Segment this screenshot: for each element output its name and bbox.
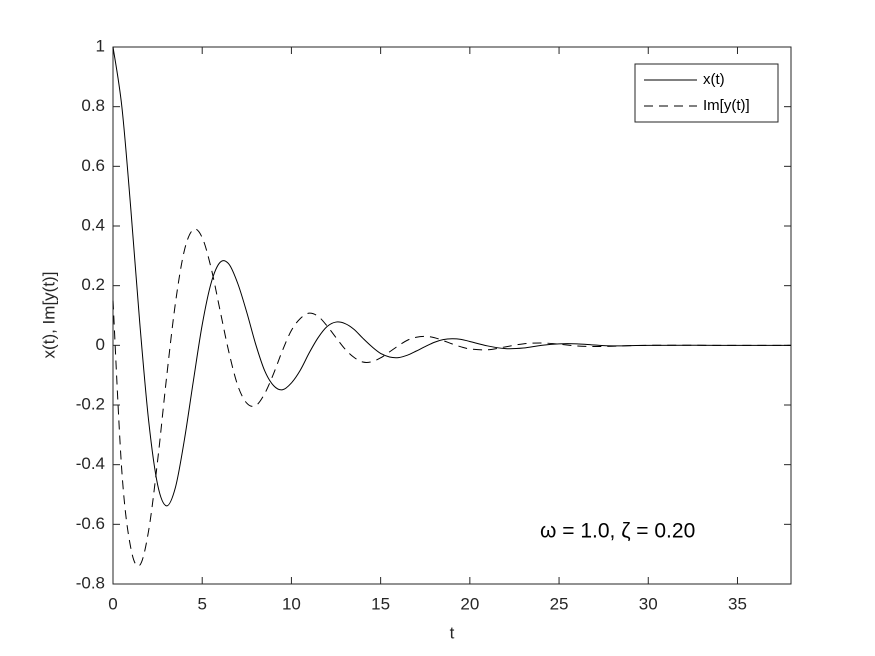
- y-tick-label: -0.4: [76, 454, 105, 473]
- x-tick-label: 30: [639, 594, 658, 613]
- y-tick-label: -0.2: [76, 394, 105, 413]
- annotation: ω = 1.0, ζ = 0.20: [540, 520, 695, 543]
- y-tick-label: 0.2: [81, 275, 105, 294]
- y-tick-label: 0.8: [81, 96, 105, 115]
- y-tick-label: 0.6: [81, 156, 105, 175]
- legend-label: Im[y(t)]: [703, 97, 750, 114]
- x-tick-label: 25: [550, 594, 569, 613]
- x-tick-label: 20: [460, 594, 479, 613]
- y-tick-label: 0.4: [81, 215, 105, 234]
- legend-box: [634, 63, 779, 123]
- y-axis-label: x(t), Im[y(t)]: [39, 272, 58, 359]
- y-tick-label: -0.6: [76, 514, 105, 533]
- x-tick-label: 10: [282, 594, 301, 613]
- x-tick-label: 15: [371, 594, 390, 613]
- plot-frame: [112, 46, 792, 585]
- legend-label: x(t): [703, 71, 725, 88]
- x-tick-label: 5: [197, 594, 206, 613]
- x-tick-label: 0: [108, 594, 117, 613]
- y-tick-label: -0.8: [76, 573, 105, 592]
- x-axis-label: t: [450, 623, 455, 642]
- series-line: [112, 228, 792, 567]
- y-tick-label: 0: [96, 335, 105, 354]
- x-tick-label: 35: [728, 594, 747, 613]
- series-line: [112, 46, 792, 507]
- y-tick-label: 1: [96, 36, 105, 55]
